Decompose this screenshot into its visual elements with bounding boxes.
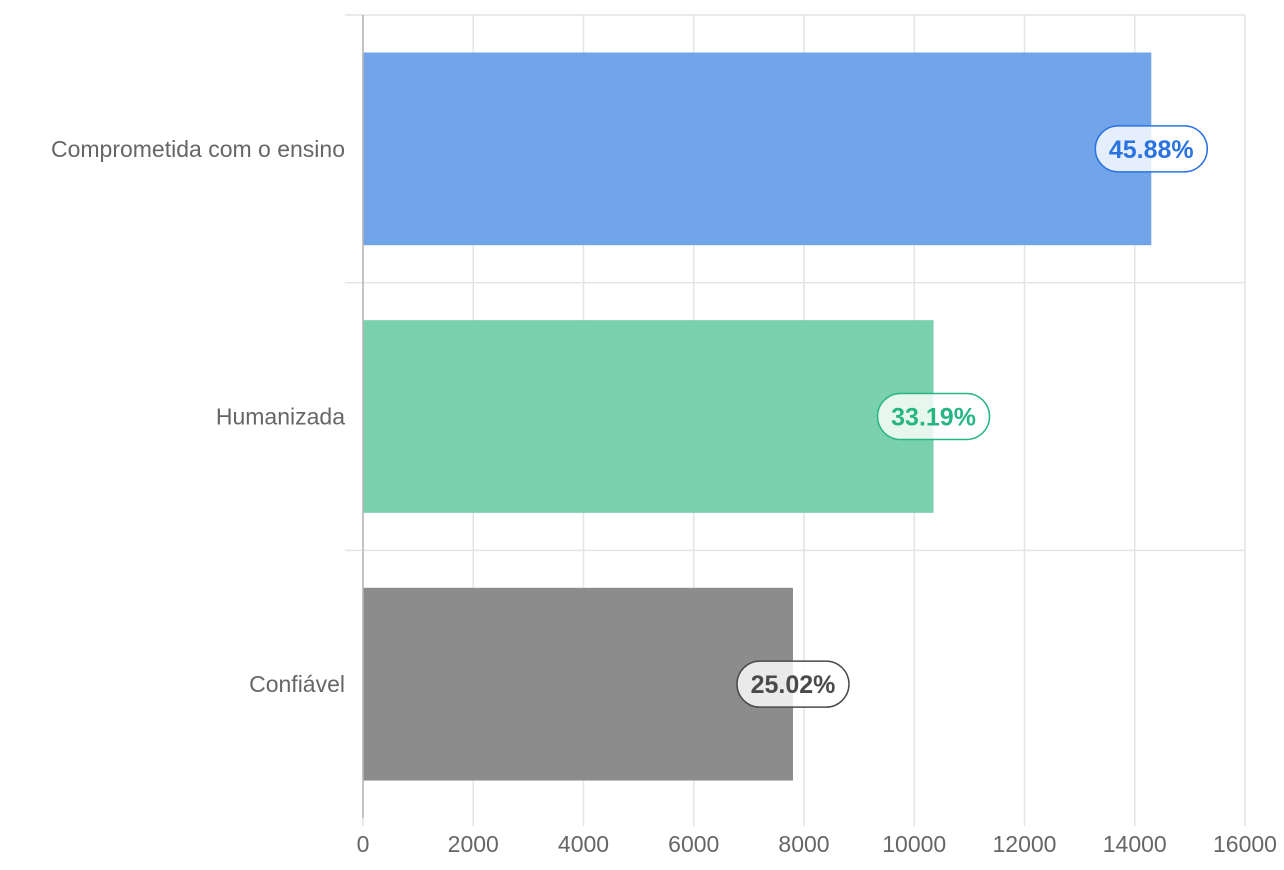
x-tick-label: 8000	[778, 831, 829, 857]
x-tick-label: 10000	[882, 831, 946, 857]
category-label: Confiável	[249, 671, 345, 697]
data-label-badge	[876, 392, 991, 441]
data-label-badge	[1094, 125, 1209, 173]
x-tick-label: 0	[357, 831, 370, 857]
x-tick-label: 2000	[448, 831, 499, 857]
bar	[363, 320, 934, 513]
x-tick-label: 6000	[668, 831, 719, 857]
data-label-badge	[736, 660, 850, 708]
x-tick-label: 12000	[993, 831, 1057, 857]
bar	[363, 52, 1152, 246]
data-label: 45.88%	[1109, 136, 1194, 164]
x-tick-label: 16000	[1213, 831, 1277, 857]
x-tick-label: 4000	[558, 831, 609, 857]
category-label: Humanizada	[216, 404, 345, 430]
x-tick-label: 14000	[1103, 831, 1167, 857]
category-label: Comprometida com o ensino	[51, 136, 345, 162]
bar	[363, 587, 793, 781]
data-label: 33.19%	[891, 404, 976, 432]
data-label: 25.02%	[751, 671, 836, 699]
